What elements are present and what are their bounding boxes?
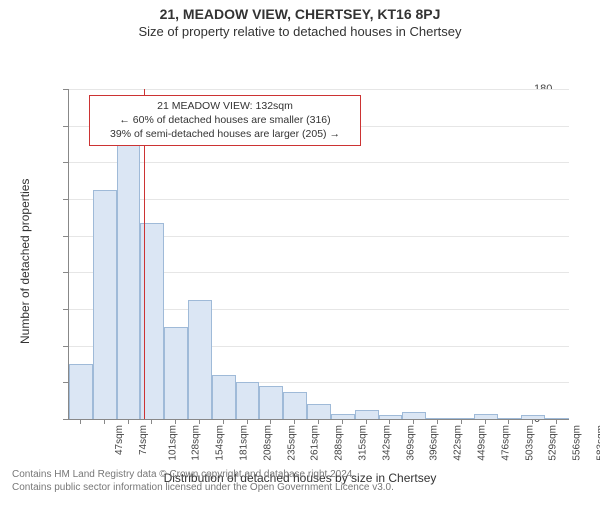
chart-subtitle: Size of property relative to detached ho…: [0, 24, 600, 39]
x-tick-mark: [80, 419, 81, 424]
x-tick-label: 422sqm: [453, 425, 464, 461]
x-tick-mark: [556, 419, 557, 424]
x-tick-label: 154sqm: [215, 425, 226, 461]
x-tick-label: 288sqm: [334, 425, 345, 461]
x-tick-mark: [175, 419, 176, 424]
footer-attribution: Contains HM Land Registry data © Crown c…: [12, 468, 394, 494]
footer-line-1: Contains HM Land Registry data © Crown c…: [12, 468, 394, 481]
x-tick-label: 261sqm: [310, 425, 321, 461]
x-tick-mark: [485, 419, 486, 424]
x-tick-label: 315sqm: [358, 425, 369, 461]
x-tick-mark: [270, 419, 271, 424]
annotation-line-1: 21 MEADOW VIEW: 132sqm: [96, 99, 354, 113]
annotation-line-3: 39% of semi-detached houses are larger (…: [96, 127, 354, 141]
x-tick-mark: [532, 419, 533, 424]
histogram-bar: [355, 410, 379, 419]
x-tick-label: 583sqm: [596, 425, 600, 461]
histogram-bar: [188, 300, 212, 419]
x-tick-label: 556sqm: [572, 425, 583, 461]
x-tick-label: 396sqm: [429, 425, 440, 461]
x-tick-label: 74sqm: [138, 425, 149, 455]
x-tick-label: 101sqm: [167, 425, 178, 461]
x-tick-label: 47sqm: [114, 425, 125, 455]
x-tick-label: 208sqm: [262, 425, 273, 461]
x-tick-mark: [128, 419, 129, 424]
histogram-bar: [212, 375, 236, 419]
x-tick-label: 476sqm: [500, 425, 511, 461]
address-title: 21, MEADOW VIEW, CHERTSEY, KT16 8PJ: [0, 6, 600, 22]
x-tick-mark: [247, 419, 248, 424]
x-tick-mark: [461, 419, 462, 424]
x-tick-mark: [366, 419, 367, 424]
histogram-bar: [259, 386, 283, 419]
histogram-bar: [117, 126, 141, 419]
x-tick-label: 181sqm: [239, 425, 250, 461]
x-tick-mark: [294, 419, 295, 424]
x-tick-label: 449sqm: [477, 425, 488, 461]
x-tick-mark: [389, 419, 390, 424]
annotation-line-2: ← 60% of detached houses are smaller (31…: [96, 113, 354, 127]
x-tick-mark: [437, 419, 438, 424]
histogram-bar: [283, 392, 307, 420]
x-tick-mark: [223, 419, 224, 424]
histogram-bar: [307, 404, 331, 419]
x-tick-mark: [413, 419, 414, 424]
plot-area: 21 MEADOW VIEW: 132sqm ← 60% of detached…: [68, 89, 569, 420]
annotation-box: 21 MEADOW VIEW: 132sqm ← 60% of detached…: [89, 95, 361, 146]
x-tick-label: 503sqm: [524, 425, 535, 461]
x-tick-mark: [342, 419, 343, 424]
x-tick-mark: [104, 419, 105, 424]
histogram-bar: [69, 364, 93, 419]
footer-line-2: Contains public sector information licen…: [12, 481, 394, 494]
x-tick-label: 342sqm: [381, 425, 392, 461]
x-tick-mark: [318, 419, 319, 424]
y-axis-title: Number of detached properties: [18, 179, 32, 344]
histogram-bar: [236, 382, 260, 419]
histogram-bar: [402, 412, 426, 419]
x-tick-label: 235sqm: [286, 425, 297, 461]
x-tick-mark: [199, 419, 200, 424]
x-tick-mark: [151, 419, 152, 424]
x-tick-label: 128sqm: [191, 425, 202, 461]
histogram-bar: [164, 327, 188, 419]
histogram-bar: [93, 190, 117, 419]
x-tick-mark: [508, 419, 509, 424]
x-tick-label: 369sqm: [405, 425, 416, 461]
x-tick-label: 529sqm: [548, 425, 559, 461]
